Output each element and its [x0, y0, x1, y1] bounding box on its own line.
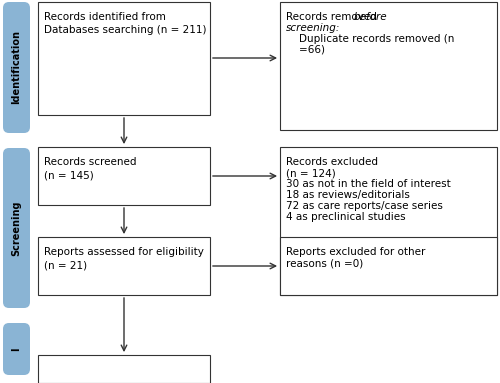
Text: 18 as reviews/editorials: 18 as reviews/editorials — [286, 190, 410, 200]
Text: Reports assessed for eligibility
(n = 21): Reports assessed for eligibility (n = 21… — [44, 247, 204, 270]
FancyBboxPatch shape — [3, 323, 30, 375]
Text: screening:: screening: — [286, 23, 341, 33]
Text: I: I — [12, 347, 22, 351]
Text: Identification: Identification — [12, 31, 22, 105]
Text: before: before — [354, 12, 388, 22]
Text: Records removed: Records removed — [286, 12, 380, 22]
Bar — [280, 237, 497, 295]
Text: (n = 124): (n = 124) — [286, 168, 336, 178]
Text: 30 as not in the field of interest: 30 as not in the field of interest — [286, 179, 451, 189]
FancyBboxPatch shape — [3, 148, 30, 308]
Text: =66): =66) — [286, 45, 325, 55]
FancyBboxPatch shape — [3, 2, 30, 133]
Text: Screening: Screening — [12, 200, 22, 256]
Bar — [38, 147, 210, 205]
Text: 72 as care reports/case series: 72 as care reports/case series — [286, 201, 443, 211]
Text: Duplicate records removed (n: Duplicate records removed (n — [286, 34, 454, 44]
Bar — [38, 237, 210, 295]
Bar — [280, 2, 497, 130]
Text: Records identified from
Databases searching (n = 211): Records identified from Databases search… — [44, 12, 206, 35]
Text: 4 as preclinical studies: 4 as preclinical studies — [286, 212, 406, 222]
Text: Records screened
(n = 145): Records screened (n = 145) — [44, 157, 136, 180]
Text: reasons (n =0): reasons (n =0) — [286, 258, 363, 268]
Text: Reports excluded for other: Reports excluded for other — [286, 247, 426, 257]
Bar — [38, 2, 210, 115]
Bar — [38, 355, 210, 383]
Text: Records excluded: Records excluded — [286, 157, 378, 167]
Bar — [280, 147, 497, 295]
